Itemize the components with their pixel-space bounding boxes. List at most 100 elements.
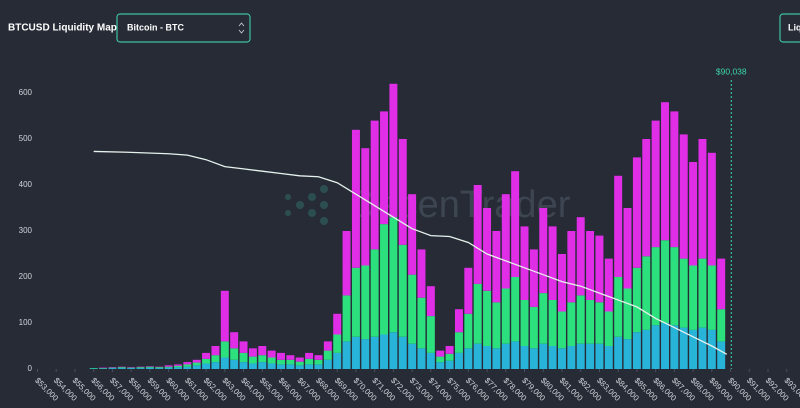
bar-segment <box>454 352 463 369</box>
bar-segment <box>492 231 501 303</box>
bar-segment <box>529 348 538 369</box>
bar-segment <box>380 334 389 369</box>
bar-segment <box>623 288 632 340</box>
bar-segment <box>445 346 454 354</box>
bar-segment <box>155 368 164 369</box>
bar-segment <box>389 217 398 333</box>
bar-segment <box>408 343 417 369</box>
bar-segment <box>267 357 276 364</box>
coin-select-text[interactable]: Bitcoin - BTC <box>127 22 184 32</box>
bar-segment <box>445 353 454 361</box>
bar-segment <box>351 267 360 337</box>
bar-segment <box>230 359 239 369</box>
bar-segment <box>689 329 698 369</box>
page-title: BTCUSD Liquidity Map <box>8 23 117 34</box>
bar-segment <box>698 139 707 259</box>
bar-segment <box>117 368 126 369</box>
bar-segment <box>380 224 389 335</box>
bar-segment <box>436 356 445 363</box>
y-tick-label: 200 <box>19 272 33 281</box>
bar-segment <box>483 290 492 346</box>
bar-segment <box>501 343 510 369</box>
bar-segment <box>679 258 688 328</box>
bar-segment <box>248 356 257 364</box>
bar-segment <box>558 348 566 369</box>
type-select[interactable] <box>779 13 800 43</box>
bar-segment <box>483 208 492 291</box>
bar-segment <box>417 297 426 349</box>
bar-segment <box>295 365 304 369</box>
bar-segment <box>155 367 164 369</box>
bar-segment <box>426 316 435 353</box>
bar-segment <box>277 364 285 369</box>
bar-segment <box>567 231 576 303</box>
bar-segment <box>501 194 510 289</box>
bar-segment <box>342 341 351 369</box>
bar-segment <box>183 364 192 367</box>
bar-segment <box>220 341 229 358</box>
bar-segment <box>164 365 173 367</box>
bar-segment <box>323 359 332 369</box>
bar-segment <box>211 355 220 363</box>
bar-segment <box>604 258 613 312</box>
bar-segment <box>305 352 314 359</box>
bar-segment <box>127 368 136 369</box>
bar-segment <box>661 240 669 323</box>
bar-segment <box>473 343 482 369</box>
bar-segment <box>632 267 641 333</box>
bar-segment <box>164 367 173 369</box>
bar-segment <box>698 258 707 328</box>
bar-segment <box>511 341 520 369</box>
bar-segment <box>473 283 482 344</box>
bar-segment <box>670 247 679 326</box>
bar-segment <box>398 336 407 369</box>
bar-segment <box>548 226 557 300</box>
coin-select[interactable] <box>116 13 251 43</box>
bar-segment <box>183 362 192 365</box>
bar-segment <box>698 327 707 369</box>
bar-segment <box>323 350 332 360</box>
bar-segment <box>239 362 248 369</box>
bar-segment <box>567 302 576 346</box>
bar-segment <box>333 352 342 369</box>
watermark-logo <box>285 185 328 225</box>
bar-segment <box>511 277 520 342</box>
bar-segment <box>548 346 557 369</box>
bar-segment <box>220 357 229 369</box>
bar-segment <box>623 208 632 289</box>
bar-segment <box>595 302 604 344</box>
bar-segment <box>380 111 389 225</box>
bar-segment <box>707 152 716 266</box>
bar-segment <box>183 366 192 369</box>
bar-segment <box>267 350 276 358</box>
bar-segment <box>202 352 211 359</box>
bar-segment <box>651 247 660 326</box>
bar-segment <box>707 265 716 330</box>
bar-segment <box>436 362 445 369</box>
bar-segment <box>295 357 304 362</box>
bar-segment <box>511 171 520 277</box>
bar-segment <box>333 334 342 353</box>
bar-segment <box>351 129 360 268</box>
bar-segment <box>548 300 557 346</box>
y-tick-label: 500 <box>19 134 33 143</box>
bar-segment <box>586 231 595 300</box>
bar-segment <box>174 364 182 366</box>
type-select-text[interactable]: Liq <box>788 22 800 32</box>
bar-segment <box>211 362 220 369</box>
bar-segment <box>408 194 417 275</box>
bar-segment <box>661 323 669 369</box>
bar-segment <box>136 367 145 369</box>
bar-segment <box>258 346 267 356</box>
bar-segment <box>529 306 538 349</box>
bar-segment <box>108 368 117 369</box>
bar-segment <box>164 366 173 368</box>
bar-segment <box>323 341 332 351</box>
bar-segment <box>286 359 295 365</box>
bar-segment <box>501 288 510 344</box>
bar-segment <box>230 332 239 349</box>
bar-segment <box>679 327 688 369</box>
bar-segment <box>576 217 585 296</box>
bar-segment <box>595 343 604 369</box>
